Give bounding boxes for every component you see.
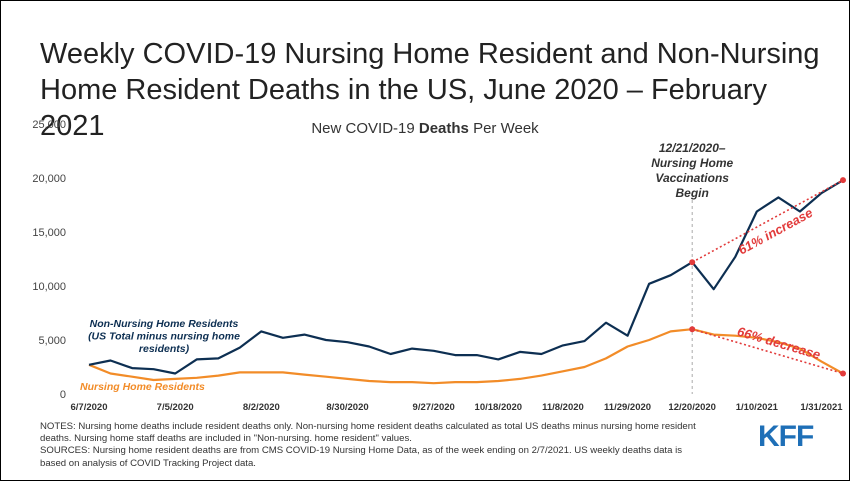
series-label-non-nursing: Non-Nursing Home Residents [90,318,239,330]
event-label: Vaccinations [655,171,729,185]
chart-title-line1: Weekly COVID-19 Nursing Home Resident an… [40,38,820,70]
x-tick-label: 1/10/2021 [736,402,779,413]
y-tick-label: 20,000 [32,173,66,185]
x-tick-label: 11/8/2020 [542,402,584,413]
subtitle-bold: Deaths [418,120,469,137]
annotation-trend-line [691,179,844,263]
event-label: 12/21/2020– [659,141,726,155]
notes-line-2: deaths. Nursing home staff deaths are in… [40,433,412,445]
series-label-non-nursing: (US Total minus nursing home [88,331,240,343]
chart-title-line2: Home Resident Deaths in the US, June 202… [40,74,768,142]
x-tick-label: 6/7/2020 [71,402,108,413]
chart-title: Weekly COVID-19 Nursing Home Resident an… [40,36,830,144]
x-tick-label: 8/30/2020 [326,402,368,413]
x-tick-label: 1/31/2021 [800,402,843,413]
x-tick-label: 12/20/2020 [668,402,716,413]
notes: NOTES: Nursing home deaths include resid… [40,421,740,470]
y-tick-label: 0 [60,389,66,401]
x-tick-label: 8/2/2020 [243,402,280,413]
event-label: Nursing Home [651,156,733,170]
annotation-point [689,259,696,266]
y-tick-label: 25,000 [32,119,66,131]
kff-logo: KFF [758,420,814,453]
annotation-label: 66% decrease [735,324,822,363]
x-tick-label: 9/27/2020 [413,402,455,413]
x-tick-label: 11/29/2020 [604,402,651,413]
series-label-non-nursing: residents) [139,343,190,355]
event-label: Begin [676,186,709,200]
notes-line-3: SOURCES: Nursing home resident deaths ar… [40,445,683,457]
annotation-trend-line [691,328,844,375]
subtitle-post: Per Week [468,120,539,137]
subtitle-pre: New COVID-19 [311,120,419,137]
annotation-point [689,326,696,333]
annotation-point [840,177,846,184]
y-tick-label: 5,000 [38,335,66,347]
annotation-point [840,370,846,377]
chart-subtitle: New COVID-19 Deaths Per Week [0,120,850,137]
x-tick-label: 7/5/2020 [157,402,194,413]
x-tick-label: 10/18/2020 [475,402,523,413]
y-tick-label: 15,000 [32,227,66,239]
notes-line-4: based on analysis of COVID Tracking Proj… [40,457,256,469]
notes-line-1: NOTES: Nursing home deaths include resid… [40,421,696,432]
series-label-nursing: Nursing Home Residents [80,381,205,393]
series-line-non-nursing [88,179,844,375]
y-tick-label: 10,000 [32,281,66,293]
series-line-nursing [88,328,844,385]
